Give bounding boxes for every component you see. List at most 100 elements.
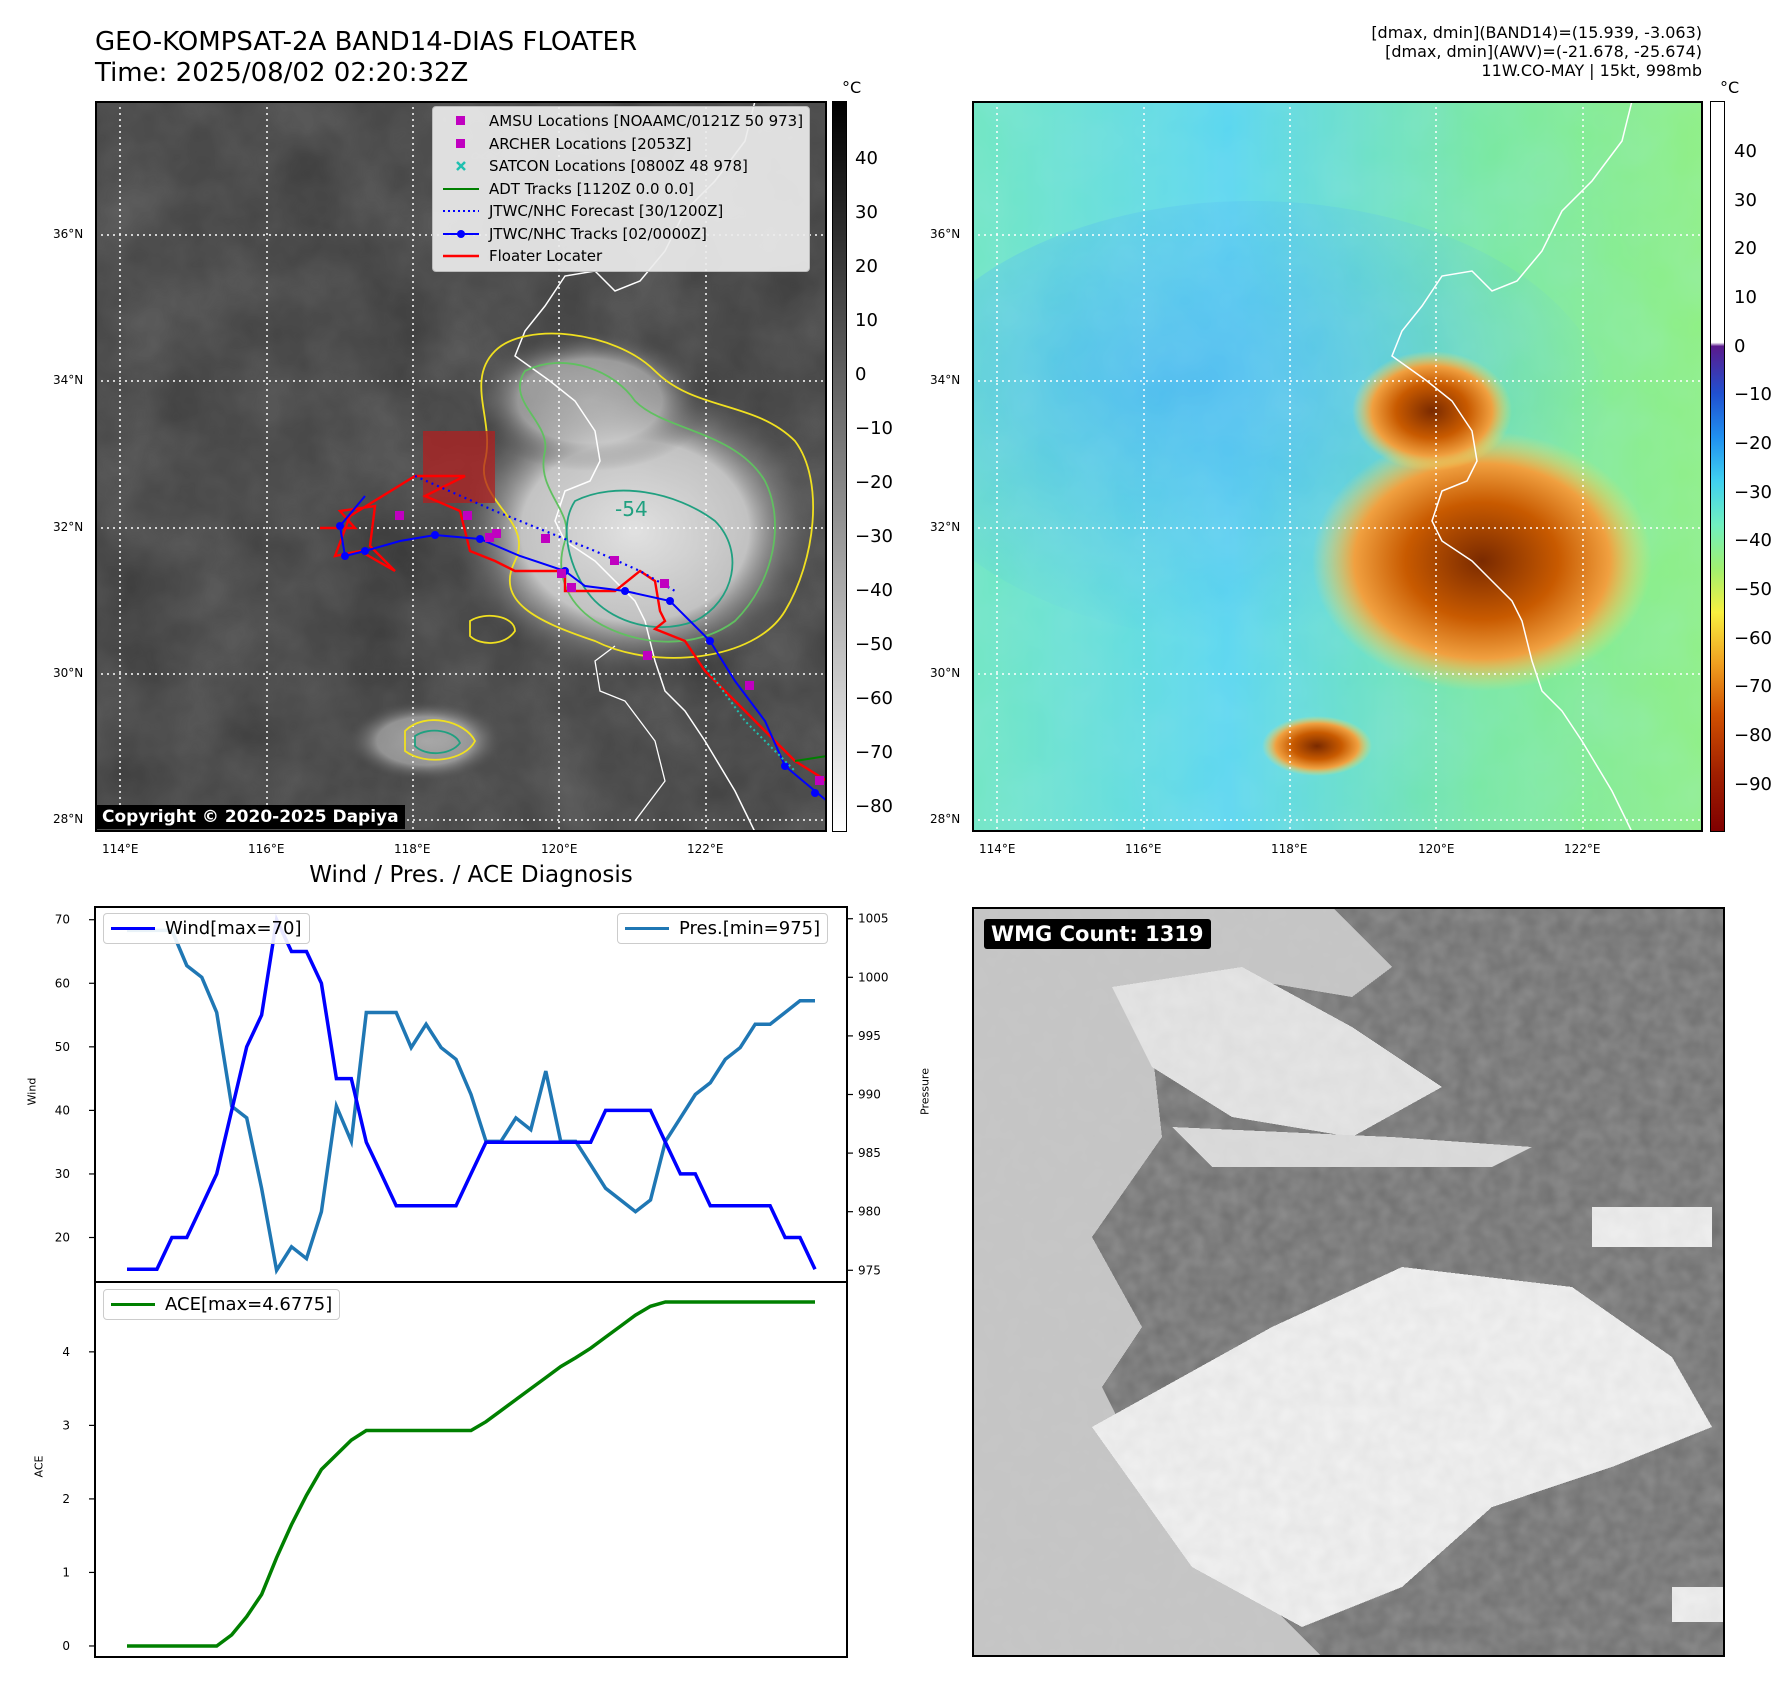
copyright-badge: Copyright © 2020-2025 Dapiya: [96, 805, 405, 829]
lon-label: 122°E: [687, 842, 724, 856]
lon-label: 114°E: [979, 842, 1016, 856]
colorbar-tick: 40: [1734, 141, 1757, 162]
lat-label: 32°N: [53, 520, 84, 534]
pressure-axis-label: Pressure: [918, 1068, 932, 1115]
legend-line-icon: [625, 927, 669, 930]
wind-axis-ticks: 20 30 40 50 60 70: [55, 913, 95, 1245]
axis-tick-label: 995: [858, 1029, 881, 1043]
colorbar-tick: −20: [1734, 433, 1772, 454]
legend-item-satcon: SATCON Locations [0800Z 48 978]: [441, 155, 803, 178]
colorbar-tick: −60: [855, 688, 893, 709]
colorbar-tick: 20: [1734, 238, 1757, 259]
legend-label: JTWC/NHC Tracks [02/0000Z]: [489, 224, 707, 243]
legend-item-jtwc-tracks: JTWC/NHC Tracks [02/0000Z]: [441, 223, 803, 246]
ace-axes-frame: [94, 1281, 848, 1658]
colorbar-tick: 20: [855, 256, 878, 277]
pressure-legend: Pres.[min=975]: [617, 913, 829, 944]
colorbar-tick: −10: [1734, 384, 1772, 405]
colorbar-tick: 10: [855, 310, 878, 331]
legend-item-amsu: AMSU Locations [NOAAMC/0121Z 50 973]: [441, 110, 803, 133]
wind-axis-label: Wind: [25, 1077, 39, 1106]
lon-label: 118°E: [394, 842, 431, 856]
colorbar-tick: −30: [1734, 482, 1772, 503]
info-band14: [dmax, dmin](BAND14)=(15.939, -3.063): [1371, 23, 1702, 42]
wmg-panel: WMG Count: 1319: [972, 907, 1725, 1657]
colorbar-tick: 0: [855, 364, 867, 385]
legend-item-floater: Floater Locater: [441, 245, 803, 268]
jtwc-track-points: [336, 522, 819, 797]
axis-tick-label: 60: [55, 976, 70, 990]
axis-tick-label: 50: [55, 1040, 70, 1054]
axis-tick-label: 70: [55, 913, 70, 927]
legend-label: JTWC/NHC Forecast [30/1200Z]: [489, 202, 724, 220]
lon-label: 114°E: [102, 842, 139, 856]
wind-legend: Wind[max=70]: [103, 913, 310, 944]
ace-series-line: [127, 1300, 815, 1648]
legend-label: SATCON Locations [0800Z 48 978]: [489, 157, 748, 175]
lat-label: 32°N: [930, 520, 961, 534]
right-colorbar: [1710, 101, 1725, 832]
wind-pressure-plot: 20 30 40 50 60 70 975 980 985 990 995 1000 1005: [55, 906, 889, 1283]
lat-label: 28°N: [930, 812, 961, 826]
left-colorbar: [832, 101, 847, 832]
coastline: [514, 100, 756, 833]
chart-time: Time: 2025/08/02 02:20:32Z: [95, 58, 469, 88]
pressure-axis-ticks: 975 980 985 990 995 1000 1005: [847, 912, 889, 1277]
right-map-grid: [972, 101, 1703, 832]
ace-legend: ACE[max=4.6775]: [103, 1289, 341, 1320]
lat-label: 30°N: [930, 666, 961, 680]
wind-series-line: [127, 913, 817, 1272]
legend-label: AMSU Locations [NOAAMC/0121Z 50 973]: [489, 112, 804, 130]
axis-tick-label: 1005: [858, 912, 889, 926]
colorbar-tick: −90: [1734, 774, 1772, 795]
axis-tick-label: 3: [62, 1418, 70, 1432]
legend-label: Floater Locater: [489, 247, 603, 265]
cold-cloud-core: [1312, 431, 1652, 691]
lon-label: 116°E: [248, 842, 285, 856]
pressure-legend-label: Pres.[min=975]: [679, 918, 821, 939]
legend-item-jtwc-forecast: JTWC/NHC Forecast [30/1200Z]: [441, 200, 803, 223]
line-marker-icon: [441, 245, 481, 267]
colorbar-tick: 30: [1734, 190, 1757, 211]
axis-tick-label: 40: [55, 1103, 70, 1117]
colorbar-tick: −80: [855, 796, 893, 817]
colorbar-tick: 30: [855, 202, 878, 223]
colorbar-tick: −40: [855, 580, 893, 601]
legend-item-adt: ADT Tracks [1120Z 0.0 0.0]: [441, 178, 803, 201]
adt-track: [794, 755, 828, 762]
colorbar-tick: −50: [855, 634, 893, 655]
ace-axis-label: ACE: [32, 1455, 46, 1478]
lon-label: 120°E: [541, 842, 578, 856]
colorbar-tick: −70: [855, 742, 893, 763]
lon-label: 120°E: [1418, 842, 1455, 856]
legend-item-archer: ARCHER Locations [2053Z]: [441, 133, 803, 156]
axis-tick-label: 20: [55, 1231, 70, 1245]
right-map: [892, 100, 1703, 833]
lat-label: 28°N: [53, 812, 84, 826]
contour-label: -54: [615, 497, 648, 521]
wind-legend-label: Wind[max=70]: [165, 918, 302, 939]
diagnosis-subtitle: Wind / Pres. / ACE Diagnosis: [309, 862, 633, 888]
axis-tick-label: 1: [62, 1565, 70, 1579]
wmg-count-badge: WMG Count: 1319: [984, 919, 1211, 949]
coastline: [1391, 100, 1633, 833]
axis-tick-label: 4: [62, 1345, 70, 1359]
lat-label: 36°N: [930, 227, 961, 241]
legend-line-icon: [111, 927, 155, 930]
lat-label: 36°N: [53, 227, 84, 241]
right-map-svg: [892, 100, 1703, 833]
left-colorbar-unit: °C: [842, 78, 862, 97]
axis-tick-label: 980: [858, 1205, 881, 1219]
lon-label: 122°E: [1564, 842, 1601, 856]
square-marker-icon: [441, 110, 481, 132]
line-dot-icon: [441, 223, 481, 245]
axis-tick-label: 975: [858, 1263, 881, 1277]
left-map-legend: AMSU Locations [NOAAMC/0121Z 50 973] ARC…: [432, 106, 811, 272]
dotted-line-icon: [441, 200, 481, 222]
legend-label: ADT Tracks [1120Z 0.0 0.0]: [489, 179, 694, 198]
colorbar-tick: −20: [855, 472, 893, 493]
ace-axis-ticks: 0 1 2 3 4: [62, 1345, 95, 1653]
wmg-image: [972, 907, 1725, 1657]
axis-tick-label: 1000: [858, 970, 889, 984]
